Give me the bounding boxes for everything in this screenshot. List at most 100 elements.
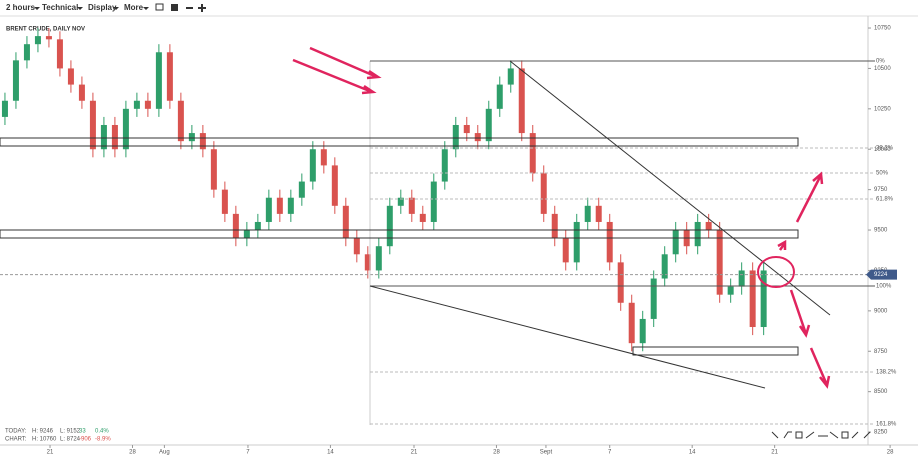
x-tick-label: Sept xyxy=(540,450,553,456)
candle-body xyxy=(386,205,393,247)
candle-body xyxy=(100,124,107,150)
save-icon[interactable] xyxy=(171,4,178,11)
fib-label: 38.2% xyxy=(876,146,894,152)
candle-body xyxy=(628,302,635,344)
candle-body xyxy=(551,213,558,239)
candle-body xyxy=(243,230,250,239)
x-tick-label: 21 xyxy=(771,450,778,456)
last-price-label: 9224 xyxy=(874,272,888,278)
candle-body xyxy=(452,124,459,150)
fib-label: 61.8% xyxy=(876,197,894,203)
x-tick-label: 21 xyxy=(411,450,418,456)
candle-body xyxy=(408,197,415,214)
candle-body xyxy=(364,254,371,271)
y-tick-label: 8250 xyxy=(874,430,888,436)
footer-change: -906 xyxy=(79,437,92,443)
candle-body xyxy=(727,286,734,295)
footer-label: TODAY: xyxy=(5,429,27,435)
candle-body xyxy=(507,68,514,85)
candle-body xyxy=(705,221,712,231)
candle-body xyxy=(595,205,602,222)
y-tick-label: 9500 xyxy=(874,228,888,234)
candle-body xyxy=(617,262,624,303)
x-tick-label: 7 xyxy=(608,450,612,456)
trend-line xyxy=(509,60,831,316)
arrows xyxy=(292,46,831,389)
candle-body xyxy=(562,238,569,263)
y-tick-label: 10500 xyxy=(874,66,891,72)
y-tick-label: 8750 xyxy=(874,349,888,355)
candle-body xyxy=(584,205,591,222)
x-tick-label: 7 xyxy=(246,450,250,456)
candle-body xyxy=(419,213,426,222)
x-tick-label: 28 xyxy=(887,450,894,456)
fib-label: 100% xyxy=(876,284,892,290)
candle-body xyxy=(89,100,96,150)
candle-body xyxy=(78,84,85,101)
candle-body xyxy=(661,254,668,279)
interval-menu[interactable]: 2 hours xyxy=(6,3,35,12)
footer: TODAY: H: 9246 L: 9152 33 0.4% CHART: H:… xyxy=(5,429,111,443)
zoom-in[interactable] xyxy=(198,4,206,12)
candle-body xyxy=(430,181,437,222)
toolbar: 2 hours Technical Display More xyxy=(6,3,206,12)
chart-title: BRENT CRUDE, DAILY NOV xyxy=(6,27,85,33)
candle-body xyxy=(573,221,580,263)
candle-body xyxy=(650,278,657,319)
candle-body xyxy=(760,270,767,328)
candle-body xyxy=(353,238,360,255)
candle-body xyxy=(749,270,756,328)
zone-box xyxy=(0,137,799,147)
trend-line xyxy=(369,285,766,389)
candle-body xyxy=(463,124,470,134)
candle-body xyxy=(738,270,745,287)
x-tick-label: 14 xyxy=(689,450,696,456)
last-price-tag xyxy=(866,269,897,280)
display-menu[interactable]: Display xyxy=(88,3,117,12)
x-tick-label: 28 xyxy=(493,450,500,456)
candle-body xyxy=(320,149,327,166)
candle-body xyxy=(232,213,239,239)
candle-body xyxy=(694,221,701,247)
drawing-tools[interactable] xyxy=(771,431,871,439)
candle-body xyxy=(144,100,151,109)
open-icon[interactable] xyxy=(155,3,164,11)
candle-body xyxy=(474,133,481,142)
candle-body xyxy=(331,165,338,206)
candle-body xyxy=(111,124,118,150)
candle-body xyxy=(540,173,547,214)
fib-label: 138.2% xyxy=(876,370,897,376)
y-tick-label: 10750 xyxy=(874,26,891,32)
footer-high: H: 9246 xyxy=(32,429,54,435)
candle-body xyxy=(639,318,646,344)
candle-body xyxy=(166,52,173,101)
technical-menu[interactable]: Technical xyxy=(42,3,78,12)
highlight-circle xyxy=(757,256,795,288)
candle-body xyxy=(485,108,492,142)
fib-label: 50% xyxy=(876,171,889,177)
fib-label: 161.8% xyxy=(876,422,897,428)
candle-body xyxy=(210,149,217,190)
x-tick-label: 21 xyxy=(47,450,54,456)
candle-body xyxy=(34,36,41,45)
candle-body xyxy=(529,133,536,174)
candle-body xyxy=(265,197,272,222)
candle-body xyxy=(45,36,52,40)
y-tick-label: 10000 xyxy=(874,147,891,153)
candle-body xyxy=(133,100,140,109)
candle-body xyxy=(606,221,613,263)
candle-body xyxy=(375,246,382,271)
candle-body xyxy=(298,181,305,198)
x-tick-label: 14 xyxy=(327,450,334,456)
candle-body xyxy=(276,197,283,214)
more-menu[interactable]: More xyxy=(124,3,144,12)
footer-low: L: 9152 xyxy=(60,429,81,435)
candle-body xyxy=(496,84,503,109)
footer-label: CHART: xyxy=(5,437,27,443)
fib-label: 0% xyxy=(876,59,885,65)
candle-body xyxy=(199,133,206,150)
candle-body xyxy=(342,205,349,239)
